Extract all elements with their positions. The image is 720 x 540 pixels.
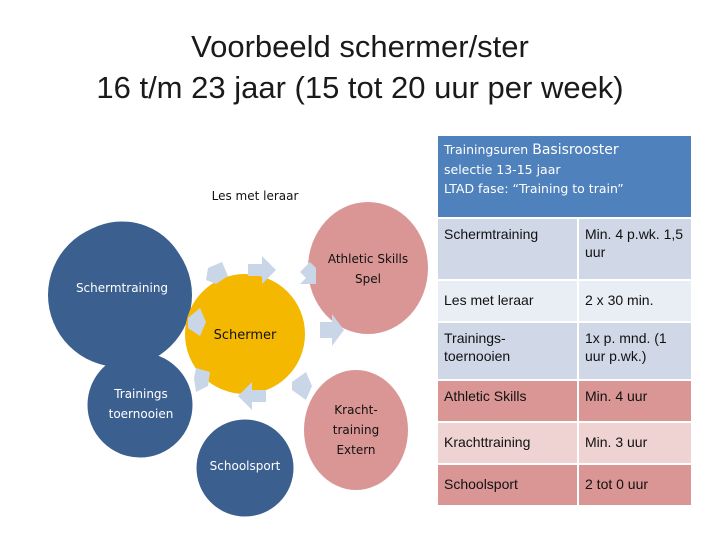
label-trainings-toernooien: Trainings toernooien <box>108 387 174 421</box>
table-cell-activity: Schermtraining <box>438 219 579 279</box>
table-row: Schoolsport 2 tot 0 uur <box>438 463 691 505</box>
table-cell-time: Min. 4 p.wk. 1,5 uur <box>585 226 684 260</box>
node-les-met-leraar <box>197 140 313 256</box>
table-row: Les met leraar 2 x 30 min. <box>438 279 691 321</box>
table-cell-time: 2 tot 0 uur <box>585 476 649 492</box>
page-title: Voorbeeld schermer/ster 16 t/m 23 jaar (… <box>0 26 720 108</box>
table-cell-time: Min. 4 uur <box>585 388 648 404</box>
label-schermer: Schermer <box>213 328 277 343</box>
arrow-top <box>248 256 276 284</box>
table-cell-time: 2 x 30 min. <box>585 292 654 308</box>
table-row: Trainings- toernooien 1x p. mnd. (1 uur … <box>438 321 691 379</box>
node-schermtraining-large <box>48 223 192 367</box>
title-line-2: 16 t/m 23 jaar (15 tot 20 uur per week) <box>96 70 624 105</box>
node-schermer <box>185 274 305 394</box>
table-cell-activity: Athletic Skills <box>438 381 579 421</box>
table-cell-activity: Krachttraining <box>438 423 579 463</box>
training-hours-table: Trainingsuren Basisrooster selectie 13-1… <box>438 136 691 505</box>
label-athletic-skills: Athletic Skills Spel <box>327 252 409 286</box>
arrow-bottom <box>238 382 266 410</box>
label-schermtraining: Schermtraining <box>75 281 169 295</box>
table-header: Trainingsuren Basisrooster selectie 13-1… <box>438 136 691 217</box>
table-row: Krachttraining Min. 3 uur <box>438 421 691 463</box>
label-krachttraining: Kracht- training Extern <box>332 403 380 457</box>
node-krachttraining <box>304 370 408 490</box>
table-cell-time: 1x p. mnd. (1 uur p.wk.) <box>585 330 667 364</box>
arrow-bottom-left <box>194 368 210 392</box>
title-line-1: Voorbeeld schermer/ster <box>191 29 529 64</box>
table-cell-activity: Schoolsport <box>438 465 579 505</box>
label-les-met-leraar: Les met leraar <box>211 189 299 203</box>
node-athletic-skills <box>308 202 428 334</box>
table-row: Schermtraining Min. 4 p.wk. 1,5 uur <box>438 217 691 279</box>
node-schoolsport <box>193 416 297 520</box>
table-cell-activity: Les met leraar <box>438 281 579 321</box>
arrow-top-right <box>300 262 316 284</box>
label-schoolsport: Schoolsport <box>209 459 281 473</box>
table-cell-activity: Trainings- toernooien <box>438 323 579 379</box>
arrow-top-left <box>206 262 228 284</box>
arrow-bottom-right <box>292 372 312 400</box>
arrow-left <box>188 308 206 336</box>
table-cell-time: Min. 3 uur <box>585 434 648 450</box>
table-row: Athletic Skills Min. 4 uur <box>438 379 691 421</box>
arrow-right <box>320 314 344 346</box>
